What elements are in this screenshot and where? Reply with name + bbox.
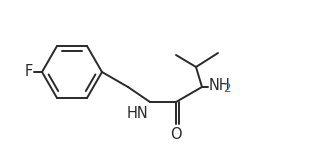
Text: O: O [170, 127, 182, 142]
Text: F: F [25, 64, 33, 80]
Text: NH: NH [209, 78, 231, 93]
Text: HN: HN [126, 106, 148, 121]
Text: 2: 2 [223, 82, 231, 96]
